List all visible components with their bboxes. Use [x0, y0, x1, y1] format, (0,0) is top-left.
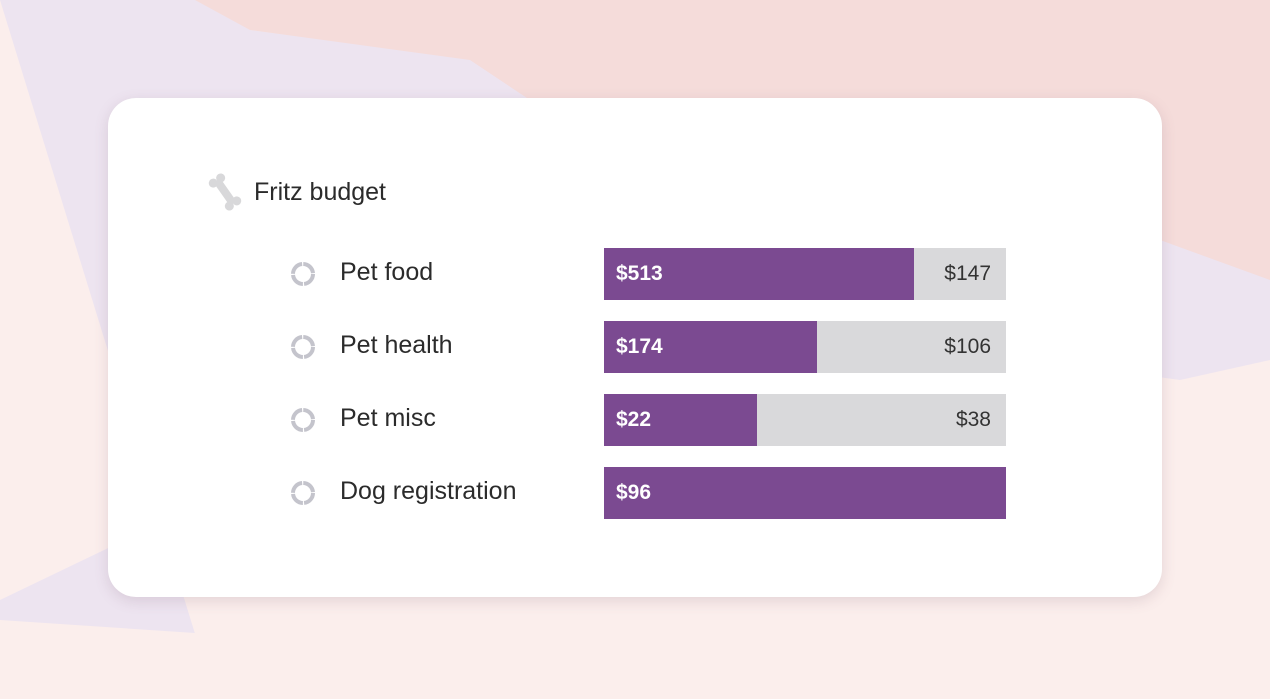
progress-ring-icon — [291, 335, 315, 359]
spent-amount: $513 — [616, 262, 663, 285]
budget-title: Fritz budget — [254, 177, 387, 206]
category-label: Pet health — [340, 331, 453, 359]
spent-amount: $174 — [616, 335, 663, 358]
budget-bar: $22 $38 — [604, 394, 1006, 446]
spent-amount: $22 — [616, 408, 652, 431]
spent-fill — [604, 394, 757, 446]
budget-row[interactable]: Dog registration $96 — [290, 467, 1010, 519]
budget-header: Fritz budget — [208, 172, 386, 212]
budget-bar: $96 — [604, 467, 1006, 519]
spent-fill — [604, 248, 914, 300]
category-label: Dog registration — [340, 477, 517, 505]
budget-row[interactable]: Pet food $513 $147 — [290, 248, 1010, 300]
spent-amount: $96 — [616, 481, 652, 504]
spent-fill — [604, 321, 818, 373]
bone-icon — [208, 173, 242, 211]
progress-ring-icon — [291, 262, 315, 286]
budget-bar: $174 $106 — [604, 321, 1006, 373]
remaining-amount: $38 — [955, 408, 991, 431]
budget-row[interactable]: Pet misc $22 $38 — [290, 394, 1010, 446]
progress-ring-icon — [291, 408, 315, 432]
category-label: Pet misc — [340, 404, 436, 432]
remaining-amount: $147 — [944, 262, 991, 285]
spent-fill — [604, 467, 1006, 519]
budget-card: Fritz budget Pet food $513 $147 Pet heal… — [108, 98, 1162, 597]
category-label: Pet food — [340, 258, 434, 286]
budget-row[interactable]: Pet health $174 $106 — [290, 321, 1010, 373]
remaining-amount: $106 — [944, 335, 991, 358]
progress-ring-icon — [291, 481, 315, 505]
budget-bar: $513 $147 — [604, 248, 1006, 300]
